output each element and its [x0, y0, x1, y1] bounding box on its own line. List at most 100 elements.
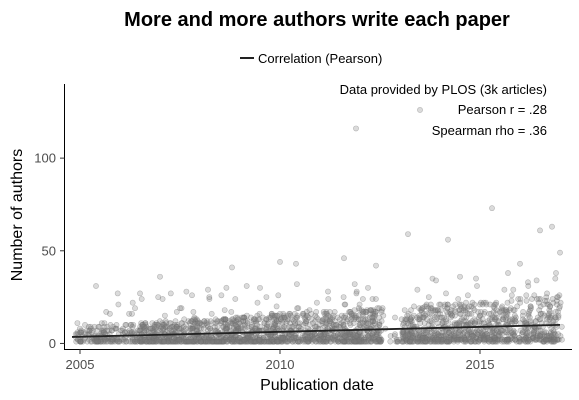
data-point	[340, 338, 347, 345]
data-point	[234, 336, 241, 343]
data-point	[404, 334, 411, 341]
data-point	[241, 314, 248, 321]
data-point	[330, 333, 337, 339]
data-point	[243, 283, 250, 289]
data-point	[278, 336, 285, 343]
data-point	[393, 338, 399, 345]
data-point	[357, 338, 364, 345]
data-point	[346, 308, 352, 315]
data-point	[373, 331, 380, 338]
data-point	[100, 338, 106, 345]
data-point	[548, 314, 554, 321]
data-point	[436, 301, 443, 308]
data-point	[419, 314, 426, 321]
data-point	[461, 334, 468, 341]
data-point	[332, 338, 339, 345]
data-point	[473, 334, 480, 341]
data-point	[211, 338, 218, 345]
data-point	[170, 338, 177, 345]
data-point	[250, 334, 256, 341]
data-point	[550, 318, 557, 325]
data-point	[337, 321, 343, 328]
data-point	[259, 336, 265, 343]
data-point	[548, 336, 555, 343]
data-point	[174, 334, 181, 341]
data-point	[406, 338, 413, 345]
data-point	[348, 310, 355, 317]
data-point	[226, 323, 233, 330]
data-point	[173, 323, 180, 330]
data-point	[364, 338, 371, 345]
data-point	[267, 338, 274, 345]
data-point	[519, 316, 526, 323]
data-point	[359, 338, 365, 345]
data-point	[452, 336, 459, 343]
outlier-point	[205, 286, 211, 293]
data-point	[439, 336, 446, 343]
data-point	[447, 333, 454, 339]
data-point	[133, 336, 140, 343]
data-point	[341, 338, 348, 345]
data-point	[319, 336, 326, 343]
data-point	[181, 316, 188, 323]
data-point	[427, 305, 434, 312]
data-point	[356, 338, 362, 345]
data-point	[137, 338, 144, 345]
data-point	[550, 299, 557, 306]
data-point	[274, 336, 281, 343]
data-point	[250, 338, 257, 345]
data-point	[369, 334, 376, 341]
data-point	[323, 321, 329, 328]
data-point	[207, 318, 214, 325]
data-point	[458, 316, 465, 323]
data-point	[542, 336, 549, 343]
data-point	[402, 336, 409, 343]
data-point	[85, 323, 92, 330]
data-point	[350, 333, 357, 339]
data-point	[474, 331, 480, 338]
data-point	[152, 321, 159, 328]
data-point	[271, 338, 278, 345]
data-point	[531, 292, 538, 299]
data-point	[431, 338, 438, 345]
data-point	[493, 299, 500, 306]
data-point	[444, 338, 451, 345]
data-point	[157, 338, 164, 345]
data-point	[335, 323, 342, 330]
data-point	[447, 336, 454, 343]
data-point	[286, 320, 293, 326]
data-point	[376, 305, 383, 312]
data-point	[271, 321, 278, 328]
data-point	[200, 338, 207, 345]
data-point	[172, 336, 179, 343]
data-point	[191, 338, 197, 345]
data-point	[294, 305, 301, 312]
data-point	[269, 312, 275, 319]
data-point	[431, 314, 438, 321]
data-point	[493, 314, 499, 321]
data-point	[519, 336, 526, 343]
data-point	[478, 308, 484, 315]
data-point	[178, 325, 185, 332]
data-point	[304, 334, 311, 341]
data-point	[544, 336, 551, 343]
data-point	[438, 333, 445, 339]
data-point	[188, 325, 195, 332]
outlier-point	[365, 284, 371, 291]
data-point	[323, 320, 330, 326]
data-point	[299, 336, 306, 343]
data-point	[403, 336, 410, 343]
data-point	[491, 301, 498, 308]
data-point	[265, 323, 272, 330]
data-point	[190, 338, 197, 345]
data-point	[294, 312, 301, 319]
data-point	[475, 338, 482, 345]
data-point	[387, 338, 394, 345]
data-point	[161, 338, 167, 345]
data-point	[168, 323, 175, 330]
data-point	[109, 336, 115, 343]
data-point	[234, 325, 241, 332]
data-point	[150, 327, 157, 334]
data-point	[408, 329, 415, 336]
